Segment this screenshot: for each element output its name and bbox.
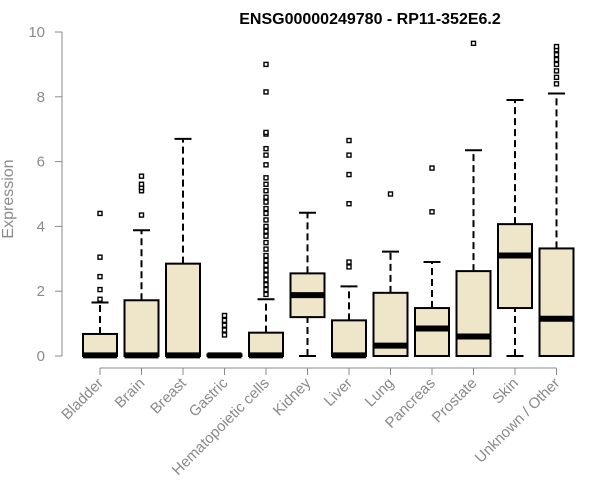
y-tick-label: 0 xyxy=(37,348,45,365)
y-axis: 0 2 4 6 8 10 xyxy=(28,24,63,365)
outlier-point xyxy=(553,81,560,87)
box-5 xyxy=(289,211,326,357)
iqr-box xyxy=(123,299,160,358)
outlier-point xyxy=(553,43,560,50)
outlier-point xyxy=(97,286,103,293)
outlier-point xyxy=(553,74,560,81)
outlier-point xyxy=(263,152,269,158)
outlier-point xyxy=(263,282,269,288)
boxes-group xyxy=(82,40,575,359)
x-tick-label: Breast xyxy=(147,374,190,417)
outlier-point xyxy=(346,171,352,178)
outlier-point xyxy=(263,61,269,68)
box-11 xyxy=(538,43,575,358)
outlier-point xyxy=(221,317,228,324)
outlier-point xyxy=(221,312,228,319)
outlier-point xyxy=(387,191,394,197)
outlier-point xyxy=(138,173,145,179)
outlier-point xyxy=(263,210,269,217)
outlier-point xyxy=(470,40,477,47)
outlier-point xyxy=(553,61,560,68)
outlier-point xyxy=(263,267,269,273)
y-tick-label: 2 xyxy=(37,283,45,300)
y-tick-label: 4 xyxy=(37,218,45,235)
outlier-point xyxy=(97,210,103,217)
box-8 xyxy=(414,165,450,358)
iqr-box xyxy=(497,223,533,310)
outlier-point xyxy=(263,246,269,252)
box-4 xyxy=(248,61,284,359)
outlier-point xyxy=(263,252,269,259)
outlier-point xyxy=(346,152,352,158)
outlier-point xyxy=(263,291,269,298)
y-tick-label: 8 xyxy=(37,89,45,106)
outlier-point xyxy=(429,209,435,215)
outlier-point xyxy=(221,327,228,333)
outlier-point xyxy=(97,296,103,302)
outlier-point xyxy=(263,205,269,212)
outlier-point xyxy=(138,181,145,187)
x-tick-label: Lung xyxy=(362,375,398,411)
outlier-point xyxy=(263,223,269,230)
outlier-point xyxy=(263,233,269,239)
outlier-point xyxy=(97,273,103,280)
outlier-point xyxy=(263,286,269,293)
outlier-point xyxy=(263,175,269,181)
x-tick-label: Liver xyxy=(321,375,356,410)
outlier-point xyxy=(553,51,560,58)
outlier-point xyxy=(263,162,269,168)
x-tick-label: Prostate xyxy=(429,375,481,427)
outlier-point xyxy=(263,89,269,95)
outlier-point xyxy=(221,322,228,328)
outlier-point xyxy=(263,277,269,283)
iqr-box xyxy=(414,307,450,358)
iqr-box xyxy=(331,319,367,357)
box-1 xyxy=(123,173,160,359)
outlier-point xyxy=(263,228,269,234)
outlier-point xyxy=(263,257,269,264)
y-tick-label: 10 xyxy=(28,24,45,41)
outlier-point xyxy=(263,145,269,152)
box-6 xyxy=(331,137,367,359)
outlier-point xyxy=(221,332,228,338)
box-0 xyxy=(82,210,118,359)
outlier-point xyxy=(346,259,352,265)
y-axis-label: Expression xyxy=(0,159,17,238)
outlier-point xyxy=(263,262,269,268)
box-10 xyxy=(497,99,533,357)
outlier-point xyxy=(429,165,435,171)
x-tick-label: Bladder xyxy=(58,375,107,424)
outlier-point xyxy=(346,201,352,207)
box-3 xyxy=(206,312,243,359)
box-2 xyxy=(165,137,201,359)
outlier-point xyxy=(553,56,560,63)
x-tick-label: Kidney xyxy=(270,374,315,419)
box-7 xyxy=(372,191,409,358)
outlier-point xyxy=(138,212,145,218)
x-tick-label: Brain xyxy=(112,375,149,412)
outlier-point xyxy=(263,239,269,246)
box-9 xyxy=(455,40,492,357)
outlier-point xyxy=(346,264,352,270)
x-tick-label: Skin xyxy=(489,375,522,408)
chart-title: ENSG00000249780 - RP11-352E6.2 xyxy=(239,11,501,28)
outlier-point xyxy=(263,194,269,200)
outlier-point xyxy=(346,137,352,144)
outlier-point xyxy=(263,272,269,278)
outlier-point xyxy=(263,188,269,194)
outlier-point xyxy=(553,68,560,74)
y-tick-label: 6 xyxy=(37,154,45,171)
outlier-point xyxy=(263,129,269,136)
outlier-point xyxy=(263,217,269,223)
outlier-point xyxy=(97,254,103,260)
iqr-box xyxy=(455,270,492,357)
outlier-point xyxy=(263,199,269,205)
outlier-point xyxy=(263,181,269,187)
iqr-box xyxy=(165,262,201,357)
iqr-box xyxy=(538,247,575,358)
